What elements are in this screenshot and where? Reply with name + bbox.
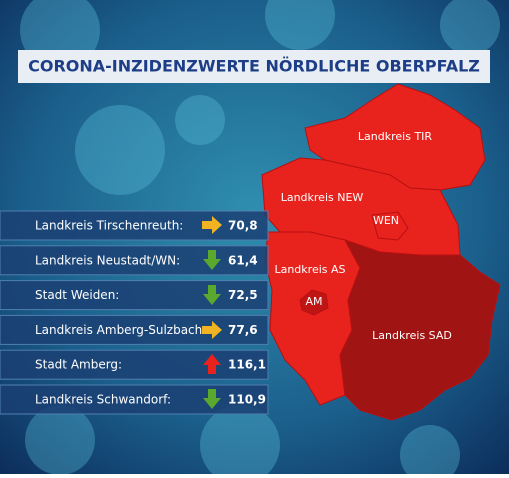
title: CORONA-INZIDENZWERTE NÖRDLICHE OBERPFALZ: [28, 57, 480, 76]
incidence-value: 116,1: [228, 358, 266, 372]
region-label: AM: [305, 295, 322, 308]
region-name: Landkreis Neustadt/WN:: [35, 253, 180, 267]
map: [261, 83, 501, 421]
arrow-down: [203, 250, 221, 270]
incidence-value: 72,5: [228, 288, 258, 302]
region-sad: [339, 239, 501, 421]
table: Landkreis Tirschenreuth: 70,8 Landkreis Ne…: [0, 210, 269, 415]
region-name: Landkreis Schwandorf:: [35, 393, 171, 407]
arrow-up: [203, 354, 221, 374]
region-label: Landkreis NEW: [281, 191, 364, 204]
table-row: [0, 349, 269, 380]
arrow-down: [203, 285, 221, 305]
region-name: Landkreis Amberg-Sulzbach:: [35, 323, 206, 337]
region-label: Landkreis AS: [274, 263, 345, 276]
table-row: [0, 210, 269, 241]
arrow-right: [202, 321, 222, 339]
region-name: Stadt Amberg:: [35, 358, 122, 372]
incidence-value: 70,8: [228, 219, 258, 233]
region-label: WEN: [373, 214, 399, 227]
region-am: [299, 289, 329, 316]
region-label: Landkreis TIR: [358, 130, 432, 143]
arrow-right: [202, 216, 222, 234]
incidence-value: 61,4: [228, 253, 258, 267]
table-row: [0, 280, 269, 311]
region-wen: [371, 211, 409, 241]
incidence-value: 110,9: [228, 393, 266, 407]
incidence-value: 77,6: [228, 323, 258, 337]
arrow-down: [203, 389, 221, 409]
trend-arrows: [202, 216, 222, 409]
region-name: Landkreis Tirschenreuth:: [35, 219, 183, 233]
title-banner: [18, 50, 490, 83]
table-row: [0, 314, 269, 345]
region-name: Stadt Weiden:: [35, 288, 119, 302]
table-row: [0, 245, 269, 276]
table-row: [0, 384, 269, 415]
region-label: Landkreis SAD: [372, 329, 452, 342]
